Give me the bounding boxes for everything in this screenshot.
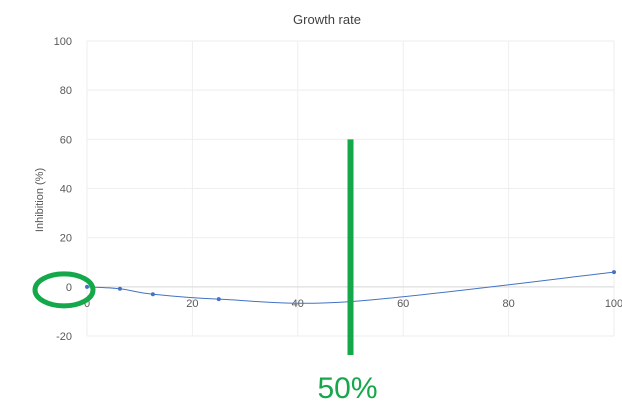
y-tick-label: 20: [60, 233, 72, 245]
zero-tick-circle: [32, 271, 96, 309]
y-tick-label: 40: [60, 184, 72, 196]
x-tick-label: 80: [502, 298, 514, 310]
data-point: [216, 297, 221, 302]
data-point: [612, 270, 616, 275]
y-tick-label: -20: [56, 331, 72, 343]
y-tick-label: 100: [54, 36, 72, 48]
x-tick-label: 100: [605, 298, 622, 310]
x-tick-labels: 0 20 40 60 80 100: [84, 298, 622, 310]
fifty-percent-label: 50%: [317, 372, 377, 405]
data-point: [85, 284, 89, 289]
x-tick-label: 40: [292, 298, 304, 310]
y-tick-label: 0: [66, 282, 72, 294]
chart-title: Growth rate: [293, 12, 361, 27]
y-tick-label: 60: [60, 134, 72, 146]
plot-background: [0, 0, 622, 350]
x-tick-label: 0: [84, 298, 90, 310]
y-tick-label: 80: [60, 85, 72, 97]
data-point: [117, 286, 122, 291]
y-axis-label: Inhibition (%): [34, 168, 46, 232]
data-point: [150, 292, 155, 297]
x-tick-label: 20: [186, 298, 198, 310]
x-tick-label: 60: [397, 298, 409, 310]
y-tick-labels: -20 0 20 40 60 80 100: [54, 36, 72, 343]
